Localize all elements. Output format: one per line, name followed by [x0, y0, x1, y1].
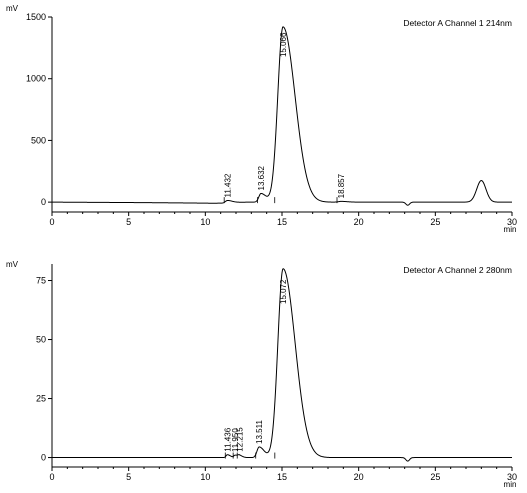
peak-retention-label: 15.066 — [279, 32, 288, 57]
y-tick-label: 1500 — [26, 12, 46, 22]
chromatogram-panel-channel-2: mV min 0 25 50 75 0 5 10 15 20 25 30 Detector A Chann… — [6, 260, 517, 489]
y-tick-label: 25 — [36, 394, 46, 404]
x-tick-label: 20 — [354, 472, 364, 482]
peak-retention-label: 11.432 — [223, 173, 232, 197]
y-tick-label: 1000 — [26, 74, 46, 84]
peak-retention-label: 18.857 — [337, 173, 346, 198]
y-tick-label: 500 — [31, 135, 46, 145]
y-tick-label: 0 — [41, 453, 46, 463]
peak-retention-label: 12.215 — [235, 427, 244, 452]
x-tick-label: 10 — [200, 472, 210, 482]
peak-retention-label: 13.511 — [255, 420, 264, 444]
x-tick-label: 15 — [277, 217, 287, 227]
x-tick-label: 20 — [354, 217, 364, 227]
x-unit-label: min — [504, 480, 517, 489]
chromatogram-panel-channel-1: mV min 0 500 1000 1500 0 5 10 15 20 25 30 Detector A … — [6, 4, 517, 234]
peak-retention-label: 11.950 — [231, 428, 240, 452]
detector-annotation: Detector A Channel 2 280nm — [403, 265, 512, 275]
x-tick-label: 25 — [430, 472, 440, 482]
x-tick-label: 25 — [430, 217, 440, 227]
peak-retention-label: 11.436 — [223, 427, 232, 451]
x-tick-label: 5 — [126, 217, 131, 227]
y-tick-label: 75 — [36, 276, 46, 286]
chromatogram-trace — [52, 26, 512, 206]
x-unit-label: min — [504, 225, 517, 234]
x-tick-label: 30 — [507, 472, 517, 482]
peak-retention-label: 13.632 — [257, 165, 266, 190]
x-tick-label: 15 — [277, 472, 287, 482]
y-tick-label: 50 — [36, 335, 46, 345]
y-tick-label: 0 — [41, 197, 46, 207]
x-tick-label: 30 — [507, 217, 517, 227]
x-tick-label: 0 — [49, 217, 54, 227]
x-tick-label: 10 — [200, 217, 210, 227]
detector-annotation: Detector A Channel 1 214nm — [403, 18, 512, 28]
peak-retention-label: 15.072 — [279, 279, 288, 304]
y-unit-label: mV — [6, 260, 19, 269]
y-unit-label: mV — [6, 4, 19, 13]
x-tick-label: 0 — [49, 472, 54, 482]
x-tick-label: 5 — [126, 472, 131, 482]
chromatogram-trace — [52, 268, 512, 462]
